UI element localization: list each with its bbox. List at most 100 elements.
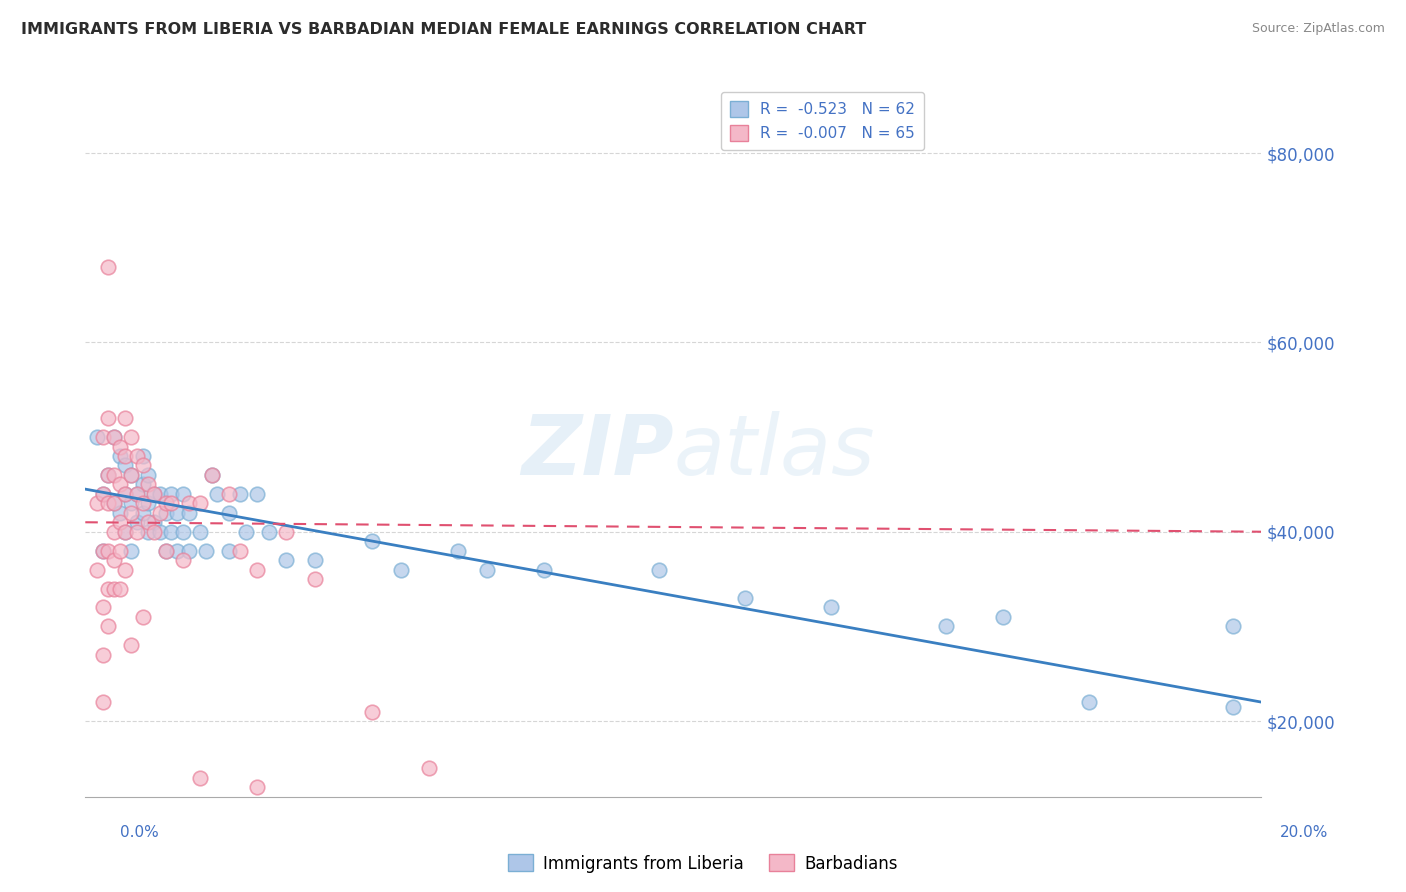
Point xyxy=(257,524,280,539)
Point xyxy=(125,524,148,539)
Point xyxy=(120,506,142,520)
Point xyxy=(120,430,142,444)
Point xyxy=(229,487,252,501)
Point xyxy=(114,487,136,501)
Point xyxy=(218,506,240,520)
Point xyxy=(131,496,153,510)
Point xyxy=(475,563,498,577)
Point xyxy=(155,543,177,558)
Point xyxy=(86,496,108,510)
Point xyxy=(143,487,166,501)
Point xyxy=(188,524,211,539)
Point xyxy=(447,543,470,558)
Point xyxy=(194,543,217,558)
Point xyxy=(108,440,131,454)
Point xyxy=(108,543,131,558)
Point xyxy=(125,487,148,501)
Point xyxy=(138,477,160,491)
Point xyxy=(97,411,120,425)
Point xyxy=(108,515,131,529)
Point xyxy=(149,487,172,501)
Point xyxy=(246,487,269,501)
Point xyxy=(120,467,142,482)
Point xyxy=(138,467,160,482)
Point xyxy=(235,524,257,539)
Text: ZIP: ZIP xyxy=(520,411,673,492)
Point xyxy=(177,506,200,520)
Point xyxy=(160,496,183,510)
Point xyxy=(304,553,326,567)
Point xyxy=(114,449,136,463)
Point xyxy=(120,496,142,510)
Point xyxy=(120,638,142,652)
Point xyxy=(108,582,131,596)
Point xyxy=(160,487,183,501)
Point xyxy=(91,543,114,558)
Point xyxy=(935,619,957,633)
Point xyxy=(103,582,125,596)
Point xyxy=(91,695,114,709)
Legend: R =  -0.523   N = 62, R =  -0.007   N = 65: R = -0.523 N = 62, R = -0.007 N = 65 xyxy=(721,92,924,150)
Text: 20.0%: 20.0% xyxy=(1281,825,1329,840)
Point xyxy=(177,496,200,510)
Point xyxy=(114,524,136,539)
Text: Source: ZipAtlas.com: Source: ZipAtlas.com xyxy=(1251,22,1385,36)
Text: 0.0%: 0.0% xyxy=(120,825,159,840)
Point xyxy=(114,524,136,539)
Point xyxy=(103,496,125,510)
Legend: Immigrants from Liberia, Barbadians: Immigrants from Liberia, Barbadians xyxy=(502,847,904,880)
Point xyxy=(166,506,188,520)
Point xyxy=(131,477,153,491)
Point xyxy=(91,430,114,444)
Point xyxy=(166,543,188,558)
Point xyxy=(361,534,384,549)
Point xyxy=(143,524,166,539)
Point xyxy=(1222,619,1244,633)
Point xyxy=(991,610,1014,624)
Point xyxy=(97,496,120,510)
Point xyxy=(155,543,177,558)
Point xyxy=(131,449,153,463)
Point xyxy=(131,506,153,520)
Point xyxy=(114,411,136,425)
Point xyxy=(86,430,108,444)
Point xyxy=(361,705,384,719)
Point xyxy=(1222,699,1244,714)
Point xyxy=(160,524,183,539)
Point xyxy=(131,458,153,473)
Point xyxy=(97,260,120,274)
Point xyxy=(389,563,412,577)
Point xyxy=(172,524,194,539)
Point xyxy=(274,524,297,539)
Point xyxy=(108,506,131,520)
Point xyxy=(108,477,131,491)
Point xyxy=(97,467,120,482)
Point xyxy=(125,487,148,501)
Point xyxy=(188,771,211,785)
Point xyxy=(108,449,131,463)
Point xyxy=(418,761,440,775)
Point xyxy=(149,524,172,539)
Point xyxy=(97,467,120,482)
Point xyxy=(304,572,326,586)
Point xyxy=(120,467,142,482)
Point xyxy=(125,515,148,529)
Point xyxy=(207,487,229,501)
Point xyxy=(86,563,108,577)
Point xyxy=(218,487,240,501)
Point xyxy=(648,563,671,577)
Point xyxy=(103,430,125,444)
Point xyxy=(172,487,194,501)
Point xyxy=(91,487,114,501)
Point xyxy=(820,600,842,615)
Point xyxy=(103,496,125,510)
Point xyxy=(149,506,172,520)
Point xyxy=(125,449,148,463)
Point xyxy=(103,430,125,444)
Text: IMMIGRANTS FROM LIBERIA VS BARBADIAN MEDIAN FEMALE EARNINGS CORRELATION CHART: IMMIGRANTS FROM LIBERIA VS BARBADIAN MED… xyxy=(21,22,866,37)
Point xyxy=(91,648,114,662)
Point xyxy=(143,487,166,501)
Point xyxy=(229,543,252,558)
Point xyxy=(155,506,177,520)
Point xyxy=(246,780,269,795)
